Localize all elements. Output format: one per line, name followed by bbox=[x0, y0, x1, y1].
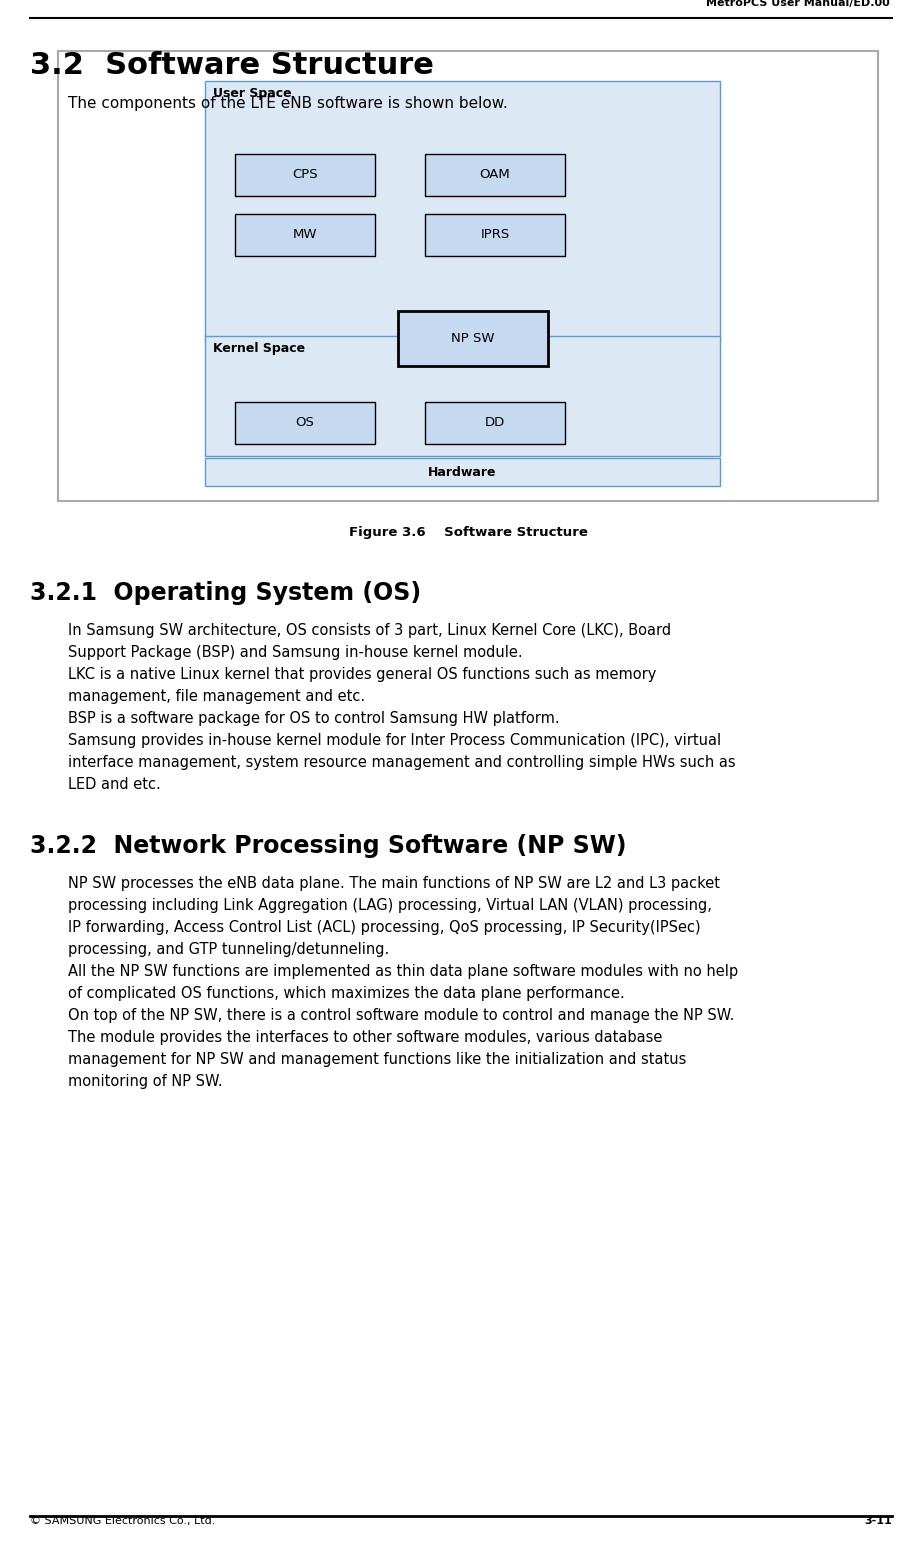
Text: LKC is a native Linux kernel that provides general OS functions such as memory: LKC is a native Linux kernel that provid… bbox=[68, 667, 656, 682]
Text: On top of the NP SW, there is a control software module to control and manage th: On top of the NP SW, there is a control … bbox=[68, 1008, 735, 1024]
Text: Hardware: Hardware bbox=[428, 465, 497, 479]
Text: DD: DD bbox=[485, 417, 505, 430]
Text: MW: MW bbox=[293, 228, 317, 242]
Text: OAM: OAM bbox=[479, 169, 511, 181]
Text: IPRS: IPRS bbox=[480, 228, 510, 242]
Text: NP SW: NP SW bbox=[451, 332, 494, 344]
Text: User Space: User Space bbox=[213, 87, 291, 99]
Text: 3.2.2  Network Processing Software (NP SW): 3.2.2 Network Processing Software (NP SW… bbox=[30, 834, 627, 858]
Text: Support Package (BSP) and Samsung in-house kernel module.: Support Package (BSP) and Samsung in-hou… bbox=[68, 645, 523, 661]
Bar bbox=[205, 458, 720, 485]
Text: All the NP SW functions are implemented as thin data plane software modules with: All the NP SW functions are implemented … bbox=[68, 965, 739, 979]
Text: MetroPCS User Manual/ED.00: MetroPCS User Manual/ED.00 bbox=[706, 0, 890, 8]
Text: management, file management and etc.: management, file management and etc. bbox=[68, 689, 365, 704]
Text: The components of the LTE eNB software is shown below.: The components of the LTE eNB software i… bbox=[68, 96, 508, 112]
Text: LED and etc.: LED and etc. bbox=[68, 777, 160, 793]
Text: OS: OS bbox=[296, 417, 314, 430]
Text: management for NP SW and management functions like the initialization and status: management for NP SW and management func… bbox=[68, 1052, 686, 1067]
Text: interface management, system resource management and controlling simple HWs such: interface management, system resource ma… bbox=[68, 755, 736, 769]
Bar bbox=[58, 51, 878, 501]
Text: 3.2  Software Structure: 3.2 Software Structure bbox=[30, 51, 434, 81]
Text: In Samsung SW architecture, OS consists of 3 part, Linux Kernel Core (LKC), Boar: In Samsung SW architecture, OS consists … bbox=[68, 624, 671, 637]
Text: © SAMSUNG Electronics Co., Ltd.: © SAMSUNG Electronics Co., Ltd. bbox=[30, 1515, 216, 1526]
Bar bbox=[205, 337, 720, 456]
Bar bbox=[235, 402, 375, 444]
Bar bbox=[425, 214, 565, 256]
Text: 3-11: 3-11 bbox=[864, 1515, 892, 1526]
Text: CPS: CPS bbox=[292, 169, 318, 181]
Text: IP forwarding, Access Control List (ACL) processing, QoS processing, IP Security: IP forwarding, Access Control List (ACL)… bbox=[68, 920, 701, 935]
Text: processing, and GTP tunneling/detunneling.: processing, and GTP tunneling/detunnelin… bbox=[68, 941, 389, 957]
Text: The module provides the interfaces to other software modules, various database: The module provides the interfaces to ot… bbox=[68, 1030, 662, 1045]
Bar bbox=[425, 154, 565, 195]
Bar bbox=[205, 81, 720, 341]
Text: Samsung provides in-house kernel module for Inter Process Communication (IPC), v: Samsung provides in-house kernel module … bbox=[68, 734, 721, 748]
Text: processing including Link Aggregation (LAG) processing, Virtual LAN (VLAN) proce: processing including Link Aggregation (L… bbox=[68, 898, 712, 914]
Bar bbox=[235, 214, 375, 256]
Bar bbox=[397, 312, 548, 366]
Text: BSP is a software package for OS to control Samsung HW platform.: BSP is a software package for OS to cont… bbox=[68, 710, 560, 726]
Text: 3.2.1  Operating System (OS): 3.2.1 Operating System (OS) bbox=[30, 582, 421, 605]
Text: NP SW processes the eNB data plane. The main functions of NP SW are L2 and L3 pa: NP SW processes the eNB data plane. The … bbox=[68, 876, 720, 890]
Text: Figure 3.6    Software Structure: Figure 3.6 Software Structure bbox=[349, 526, 587, 540]
Text: of complicated OS functions, which maximizes the data plane performance.: of complicated OS functions, which maxim… bbox=[68, 986, 625, 1000]
Bar bbox=[235, 154, 375, 195]
Bar bbox=[425, 402, 565, 444]
Text: monitoring of NP SW.: monitoring of NP SW. bbox=[68, 1073, 222, 1089]
Text: Kernel Space: Kernel Space bbox=[213, 343, 305, 355]
